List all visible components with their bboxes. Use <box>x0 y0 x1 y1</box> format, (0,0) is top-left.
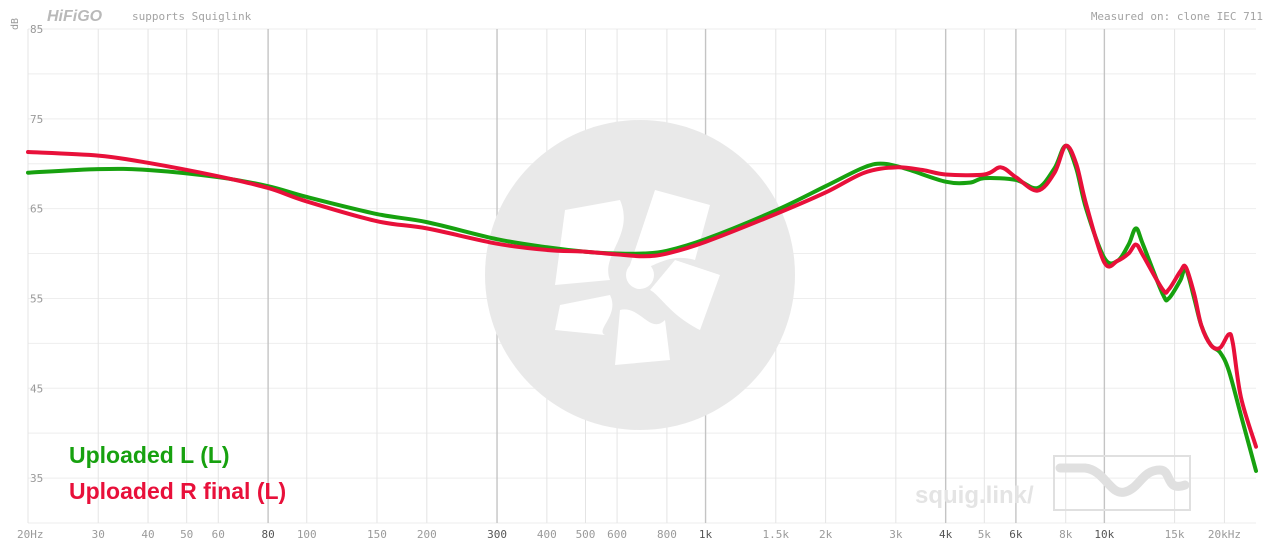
y-tick-label: 55 <box>30 292 43 305</box>
x-tick-label: 2k <box>819 528 833 541</box>
curves <box>26 143 1258 473</box>
watermark-curve-icon <box>1055 463 1190 497</box>
x-tick-label: 3k <box>889 528 903 541</box>
x-tick-label: 1.5k <box>763 528 790 541</box>
x-tick-label: 20Hz <box>17 528 44 541</box>
y-tick-label: 65 <box>30 203 43 216</box>
y-tick-label: 85 <box>30 23 43 36</box>
squiglink-watermark-logo <box>485 120 795 430</box>
series-line-uploaded-l[interactable] <box>26 143 1258 473</box>
x-tick-label: 500 <box>576 528 596 541</box>
watermark-box-icon <box>1053 455 1191 511</box>
series-line-uploaded-r-final[interactable] <box>26 143 1258 449</box>
y-tick-label: 45 <box>30 382 43 395</box>
x-tick-label: 40 <box>141 528 154 541</box>
legend-entry-uploaded-r-final[interactable]: Uploaded R final (L) <box>69 478 286 504</box>
x-tick-label: 400 <box>537 528 557 541</box>
x-tick-label: 100 <box>297 528 317 541</box>
x-tick-label: 150 <box>367 528 387 541</box>
squiglink-corner-watermark: squig.link/ <box>915 455 1191 511</box>
x-tick-label: 5k <box>978 528 992 541</box>
x-tick-labels: 20Hz 30 40 50 60 80 100 150 200 300 400 500 600 800 1k… <box>17 528 1241 541</box>
x-tick-label: 300 <box>487 528 507 541</box>
legend: Uploaded L (L) Uploaded R final (L) <box>69 442 286 504</box>
x-tick-label: 80 <box>261 528 274 541</box>
y-axis-label: dB <box>10 18 21 30</box>
x-tick-label: 60 <box>212 528 225 541</box>
legend-entry-uploaded-l[interactable]: Uploaded L (L) <box>69 442 230 468</box>
tagline: supports Squiglink <box>132 10 252 23</box>
y-tick-label: 35 <box>30 472 43 485</box>
x-tick-label: 50 <box>180 528 193 541</box>
x-tick-label: 1k <box>699 528 713 541</box>
x-tick-label: 20kHz <box>1208 528 1241 541</box>
x-tick-label: 15k <box>1165 528 1185 541</box>
x-tick-label: 4k <box>939 528 953 541</box>
x-tick-label: 8k <box>1059 528 1073 541</box>
x-tick-label: 6k <box>1009 528 1023 541</box>
x-tick-label: 200 <box>417 528 437 541</box>
brand-logo: HiFiGO <box>47 8 103 25</box>
x-tick-label: 600 <box>607 528 627 541</box>
x-tick-label: 800 <box>657 528 677 541</box>
measured-on-label: Measured on: clone IEC 711 <box>1091 10 1263 23</box>
y-tick-labels: 85 75 65 55 45 35 <box>30 23 43 485</box>
x-tick-label: 30 <box>92 528 105 541</box>
watermark-text: squig.link/ <box>915 482 1034 509</box>
y-tick-label: 75 <box>30 113 43 126</box>
x-tick-label: 10k <box>1094 528 1114 541</box>
header: HiFiGO supports Squiglink Measured on: c… <box>47 8 1263 25</box>
watermark-pinwheel-icon <box>555 190 720 365</box>
